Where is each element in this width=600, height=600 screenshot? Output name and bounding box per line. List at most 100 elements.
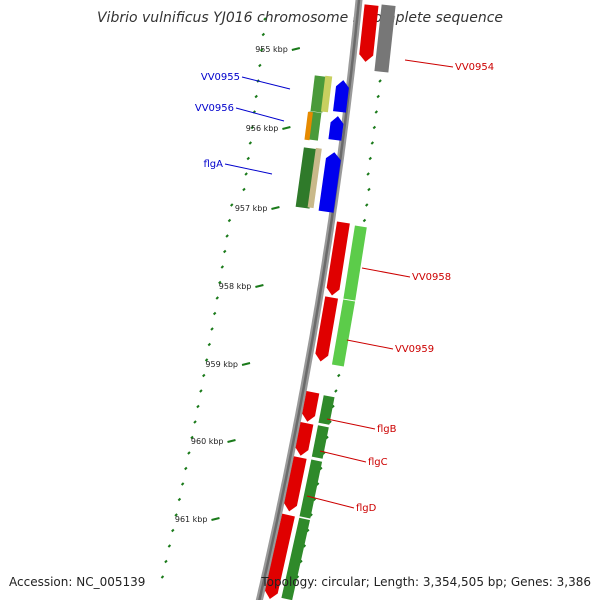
gene-label-vv0955: VV0955 (201, 72, 240, 83)
minor-tick-outer (365, 203, 369, 207)
kbp-tick-label: 960 kbp (191, 437, 224, 446)
chromosome-backbone (255, 0, 363, 600)
minor-tick-inner (174, 513, 178, 517)
sequence-summary: Topology: circular; Length: 3,354,505 bp… (261, 575, 591, 589)
minor-tick-outer (372, 125, 377, 130)
minor-tick-outer (334, 389, 338, 393)
cds-block-vv0959 (331, 299, 356, 367)
gene-block-next-shape (265, 513, 295, 599)
minor-tick-inner (210, 327, 214, 331)
minor-tick-inner (193, 420, 197, 424)
gene-label-flga: flgA (204, 159, 224, 170)
kbp-major-tick (211, 517, 220, 521)
leader-vv0959 (346, 339, 394, 350)
gene-block-vv0955 (333, 80, 349, 113)
cds-block-vv0959-shape (331, 299, 356, 367)
inner-tick-track (160, 17, 267, 579)
gene-label-flgc: flgC (368, 457, 388, 468)
gc-block-vv0954 (374, 4, 396, 73)
cds-block-flgb (318, 395, 335, 425)
minor-tick-inner (220, 265, 225, 269)
gene-block-flgd (284, 456, 307, 512)
cds-block-vv0958 (343, 225, 367, 301)
leader-flgb (326, 418, 376, 430)
kbp-tick-label: 961 kbp (175, 515, 208, 524)
leader-flga (224, 163, 273, 175)
minor-tick-outer (368, 156, 372, 161)
minor-tick-inner (223, 249, 227, 254)
gc-skew-flga (307, 147, 322, 209)
cds-block-next (281, 517, 310, 600)
minor-tick-inner (187, 451, 191, 455)
minor-tick-inner (250, 125, 255, 130)
gene-label-vv0958: VV0958 (412, 272, 451, 283)
backbone-core (258, 0, 361, 600)
minor-tick-inner (212, 311, 217, 316)
gene-block-vv0959-shape (315, 296, 339, 362)
minor-tick-outer (362, 218, 367, 223)
gene-block-next (265, 513, 295, 599)
leader-vv0958 (361, 267, 411, 278)
minor-tick-inner (259, 48, 264, 52)
kbp-major-tick (255, 284, 264, 288)
cds-block-flga (295, 147, 318, 209)
gc-skew-vv0955-shape (320, 75, 333, 113)
minor-tick-inner (184, 466, 188, 471)
minor-tick-outer (370, 141, 375, 145)
gene-block-flga-shape (318, 152, 341, 213)
kbp-tick-label: 955 kbp (255, 45, 288, 54)
minor-tick-inner (261, 32, 266, 37)
gene-block-flgc-shape (295, 422, 314, 456)
kbp-tick-label: 958 kbp (219, 282, 252, 291)
minor-tick-inner (160, 575, 165, 579)
leader-flgc (319, 450, 367, 463)
cds-block-flgc (311, 425, 329, 459)
kbp-major-tick (291, 47, 301, 51)
gene-block-flgb (302, 391, 320, 422)
minor-tick-inner (202, 373, 206, 378)
minor-tick-inner (177, 497, 182, 502)
cds-block-flga-shape (295, 147, 318, 209)
gene-label-vv0959: VV0959 (395, 344, 434, 355)
kbp-tick-labels: 955 kbp 956 kbp 957 kbp 958 kbp 959 kbp 960 k… (175, 45, 301, 524)
kbp-major-tick (241, 362, 251, 366)
gene-block-vv0956-shape (328, 116, 344, 141)
minor-tick-inner (230, 203, 234, 207)
minor-tick-inner (171, 528, 175, 533)
gene-block-vv0958-shape (326, 221, 350, 296)
minor-tick-inner (190, 435, 194, 440)
gene-label-flgd: flgD (356, 503, 377, 514)
gene-label-flgb: flgB (377, 424, 397, 435)
minor-tick-inner (204, 358, 209, 362)
feature-tracks (265, 4, 396, 600)
cds-block-flgc-shape (311, 425, 329, 459)
gene-block-flgb-shape (302, 391, 320, 422)
kbp-major-tick (227, 439, 236, 443)
minor-tick-outer (366, 172, 370, 176)
gc-skew-vv0955 (320, 75, 333, 113)
minor-tick-outer (376, 94, 380, 99)
minor-tick-inner (167, 544, 172, 548)
gc-block-vv0954-shape (374, 4, 396, 73)
kbp-major-tick (282, 126, 291, 130)
minor-tick-outer (374, 110, 379, 114)
accession-label: Accession: NC_005139 (9, 575, 146, 589)
kbp-tick-label: 956 kbp (246, 124, 279, 133)
cds-block-flgb-shape (318, 395, 335, 425)
minor-tick-inner (164, 559, 168, 564)
kbp-major-tick (271, 206, 280, 210)
minor-tick-outer (378, 79, 382, 83)
minor-tick-outer (367, 187, 371, 192)
gene-block-vv0959 (315, 296, 339, 362)
minor-tick-outer (337, 373, 341, 378)
leader-flgd (306, 495, 355, 509)
gene-block-vv0955-shape (333, 80, 349, 113)
cds-block-next-shape (281, 517, 310, 600)
minor-tick-inner (207, 342, 212, 347)
minor-tick-inner (196, 404, 200, 409)
gene-block-vv0954-shape (359, 4, 379, 62)
gene-block-vv0956 (328, 116, 344, 141)
minor-tick-inner (227, 218, 232, 223)
minor-tick-inner (258, 63, 262, 68)
